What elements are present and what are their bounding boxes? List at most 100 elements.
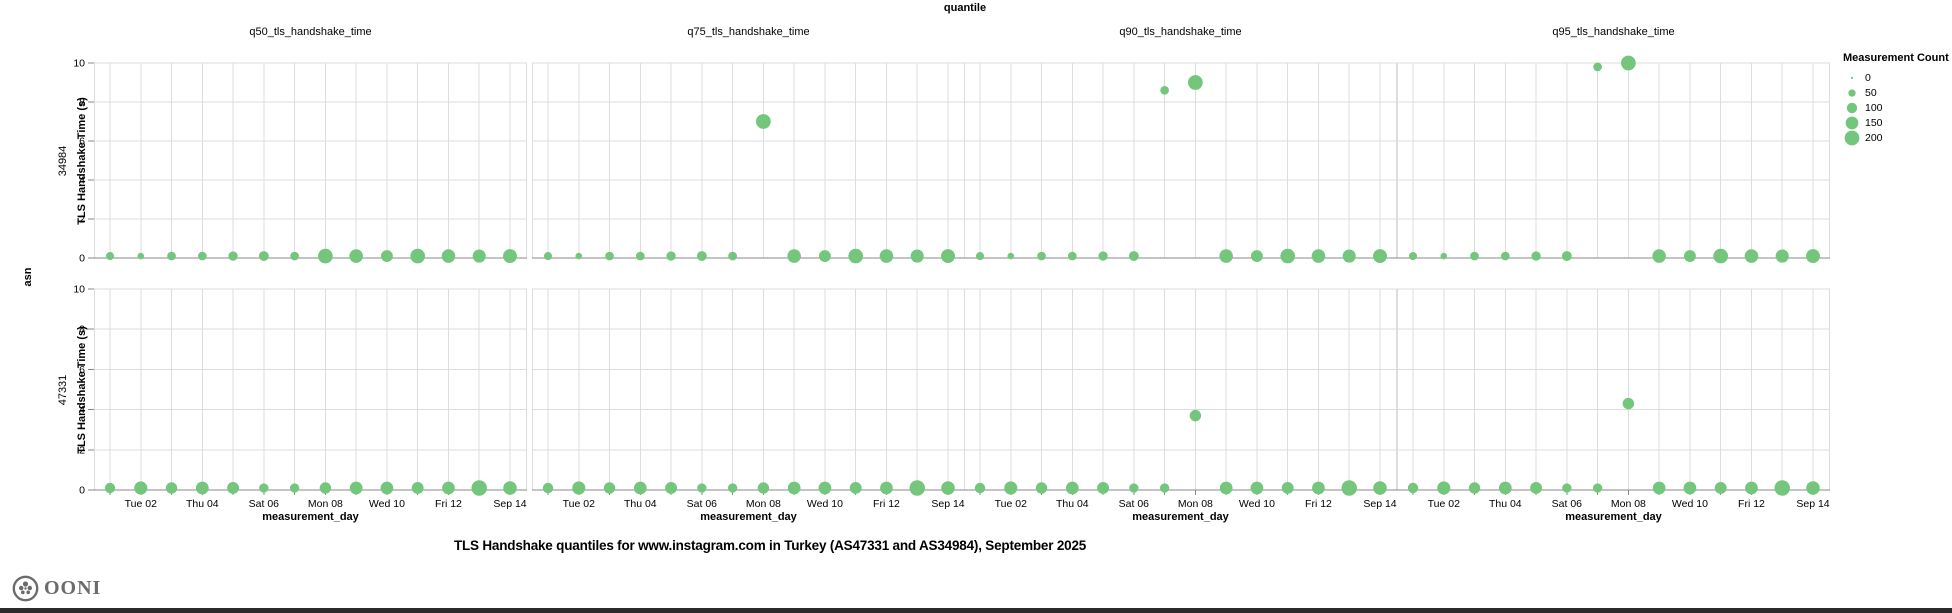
data-points — [542, 480, 955, 496]
data-point — [167, 251, 176, 261]
data-point — [1683, 250, 1696, 262]
column-header-q95: q95_tls_handshake_time — [1552, 26, 1675, 38]
facet-column-title: quantile — [943, 2, 987, 14]
gridlines — [532, 288, 965, 490]
gridlines — [964, 288, 1397, 490]
column-header-q90: q90_tls_handshake_time — [1119, 26, 1242, 38]
x-axis-title-col3: measurement_day — [1132, 511, 1229, 523]
data-point — [410, 248, 426, 264]
data-point — [197, 251, 207, 261]
y-tick-label: 10 — [73, 58, 85, 70]
data-points — [975, 75, 1387, 264]
x-axis-title-col4: measurement_day — [1565, 511, 1662, 523]
size-legend: Measurement Count 0 50 100 150 200 — [1843, 52, 1951, 145]
data-point — [633, 481, 647, 495]
data-point — [1280, 248, 1296, 264]
x-axis-ticks: Tue 02 Thu 04 Sat 06 Mon 08 Wed 10 Fri 12 Sep … — [979, 490, 1397, 510]
data-point — [1341, 480, 1357, 496]
data-point — [1500, 251, 1510, 261]
legend-size-circle — [1846, 102, 1858, 113]
data-point — [1744, 249, 1759, 263]
data-point — [542, 482, 554, 494]
data-point — [1312, 481, 1325, 495]
data-point — [290, 251, 299, 261]
x-tick-label: Tue 02 — [1428, 498, 1460, 510]
facet-panel-47331-q50_tls_handshake_time: 0 2 4 6 8 10 Tue 02 Thu 04 Sat 06 Mon 08 Wed 10 Fri… — [73, 284, 527, 510]
legend-size-circle — [1848, 88, 1856, 97]
data-point — [1714, 482, 1727, 494]
data-point — [1128, 251, 1139, 261]
legend-size-circle — [1844, 130, 1860, 145]
y-tick-label: 6 — [79, 364, 85, 376]
x-tick-label: Fri 12 — [1305, 498, 1332, 510]
data-point — [1806, 249, 1820, 264]
legend-size-label: 100 — [1865, 101, 1883, 114]
gridlines — [964, 62, 1397, 258]
data-point — [543, 252, 553, 261]
x-axis-title-col1: measurement_day — [262, 511, 359, 523]
data-point — [941, 481, 955, 495]
data-point — [137, 252, 145, 260]
data-point — [1250, 250, 1263, 262]
data-point — [818, 250, 831, 262]
x-tick-label: Sat 06 — [687, 498, 718, 510]
x-tick-label: Tue 02 — [995, 498, 1027, 510]
data-point — [1562, 483, 1572, 493]
data-point — [1189, 409, 1202, 422]
x-tick-label: Mon 08 — [308, 498, 343, 510]
x-tick-label: Sat 06 — [1552, 498, 1583, 510]
y-tick-label: 2 — [79, 444, 85, 456]
data-point — [879, 249, 894, 263]
legend-item: 50 — [1843, 85, 1951, 100]
data-point — [1683, 481, 1697, 495]
data-point — [1622, 397, 1635, 410]
y-tick-label: 10 — [73, 284, 85, 296]
data-point — [665, 482, 678, 494]
data-point — [1037, 251, 1046, 261]
row-label-47331: 47331 — [57, 374, 69, 406]
legend-item: 0 — [1843, 70, 1951, 85]
x-tick-label: Wed 10 — [807, 498, 843, 510]
x-tick-label: Tue 02 — [563, 498, 595, 510]
data-point — [941, 249, 955, 264]
legend-title: Measurement Count — [1843, 52, 1949, 64]
y-tick-label: 8 — [79, 324, 85, 336]
legend-item: 100 — [1843, 100, 1951, 115]
data-point — [787, 481, 801, 495]
gridlines — [1397, 288, 1830, 490]
data-point — [1593, 62, 1602, 72]
x-tick-label: Fri 12 — [435, 498, 462, 510]
y-tick-label: 2 — [79, 214, 85, 226]
data-points — [1408, 55, 1820, 264]
data-point — [1652, 249, 1666, 263]
data-point — [503, 249, 517, 264]
data-point — [1007, 252, 1015, 260]
x-axis-ticks: Tue 02 Thu 04 Sat 06 Mon 08 Wed 10 Fri 12 Sep … — [547, 490, 965, 510]
x-tick-label: Sat 06 — [249, 498, 280, 510]
data-point — [1004, 481, 1018, 495]
y-tick-label: 6 — [79, 136, 85, 148]
data-point — [575, 252, 583, 260]
x-tick-label: Thu 04 — [1489, 498, 1522, 510]
data-point — [441, 249, 456, 263]
data-point — [1652, 481, 1666, 495]
data-point — [1530, 482, 1543, 494]
legend-size-circle — [1845, 116, 1859, 129]
facet-panel-34984-q50_tls_handshake_time: 0 2 4 6 8 10 — [73, 58, 527, 265]
data-point — [349, 481, 363, 495]
data-point — [289, 483, 300, 493]
data-point — [1250, 481, 1264, 495]
x-tick-label: Mon 08 — [746, 498, 781, 510]
data-point — [1621, 55, 1636, 71]
data-points — [543, 114, 955, 264]
data-point — [880, 481, 893, 495]
data-point — [1745, 481, 1758, 495]
data-point — [974, 482, 986, 494]
x-tick-label: Thu 04 — [624, 498, 657, 510]
data-point — [411, 482, 424, 494]
data-point — [104, 482, 116, 494]
data-point — [1498, 481, 1512, 495]
data-point — [349, 249, 363, 263]
data-point — [1437, 481, 1451, 495]
